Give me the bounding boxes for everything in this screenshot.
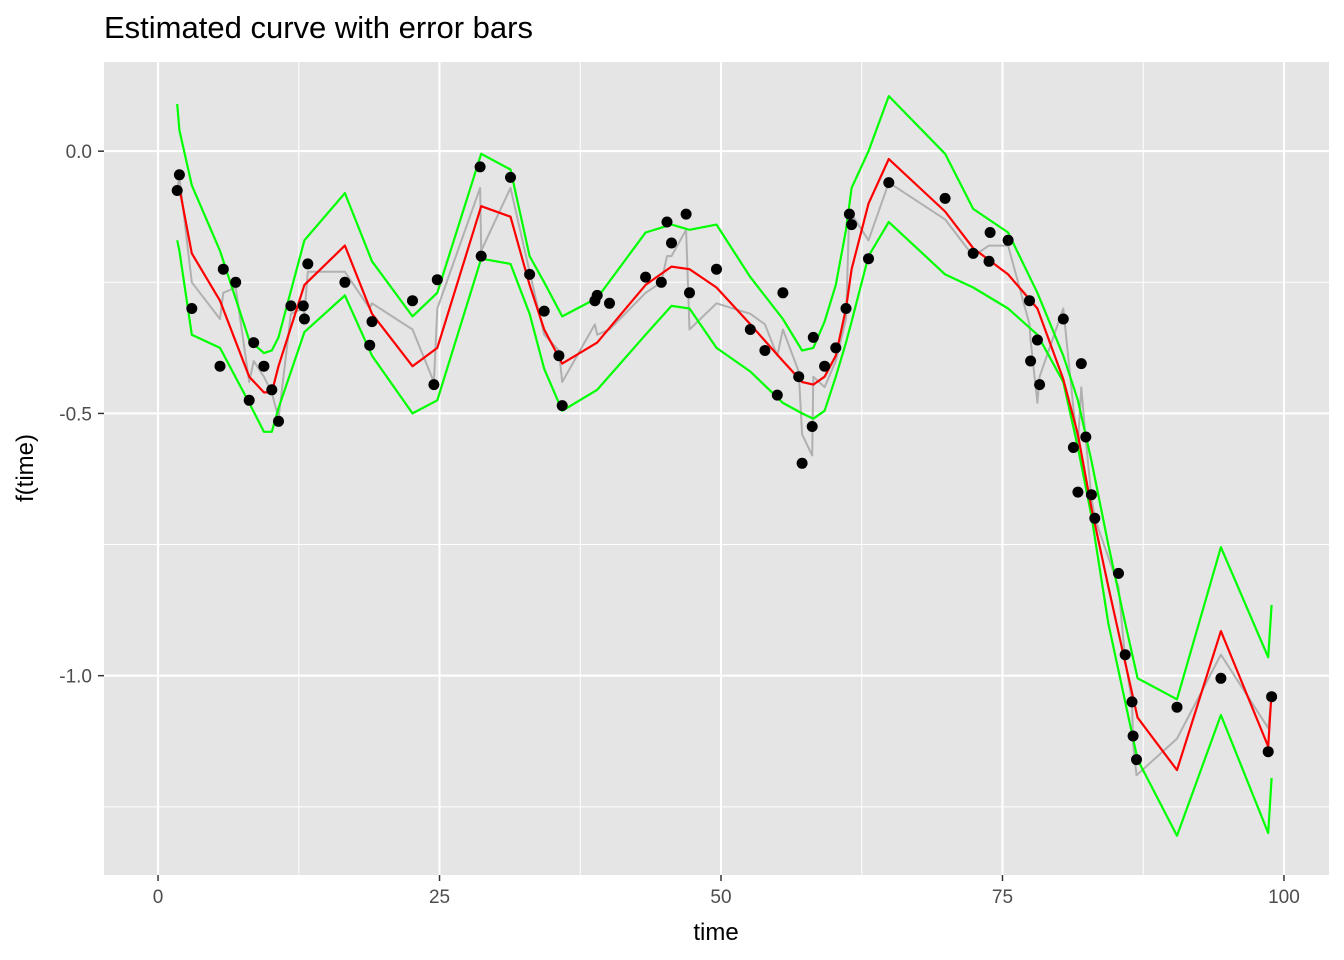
y-tick-label: -1.0 [59, 667, 92, 688]
data-point [1072, 486, 1084, 498]
data-point [407, 295, 418, 307]
data-point [1080, 431, 1092, 443]
data-point [843, 208, 855, 220]
data-point [1002, 234, 1014, 246]
data-point [339, 276, 351, 288]
data-point [428, 379, 440, 391]
minor-gridlines [104, 62, 1329, 875]
data-point [684, 287, 695, 299]
data-point [680, 208, 692, 220]
data-point [302, 258, 314, 270]
data-point [1215, 672, 1227, 684]
data-point [777, 287, 789, 299]
data-point [1089, 512, 1101, 524]
data-point [266, 384, 278, 396]
series-layer [171, 94, 1278, 837]
data-point [840, 303, 852, 314]
data-point [243, 394, 255, 406]
data-point [655, 276, 667, 288]
plot-panel [104, 62, 1329, 875]
data-point [666, 237, 677, 249]
data-point [939, 192, 951, 204]
x-tick-label: 100 [1268, 887, 1300, 908]
data-point [364, 339, 376, 351]
data-point [1171, 701, 1183, 713]
data-point [1127, 730, 1139, 742]
data-point [248, 337, 260, 349]
data-point [983, 255, 995, 267]
data-point [1266, 691, 1278, 703]
data-point [1057, 313, 1069, 325]
data-point [744, 324, 756, 335]
data-point [214, 360, 226, 372]
data-point [1119, 649, 1131, 661]
data-point [711, 263, 722, 275]
data-point [217, 263, 229, 275]
chart-title: Estimated curve with error bars [104, 10, 533, 45]
data-point [258, 360, 270, 372]
data-point [366, 316, 378, 328]
data-point [1262, 746, 1274, 758]
data-point [556, 400, 568, 412]
data-point [1024, 295, 1035, 307]
data-point [640, 271, 652, 283]
x-tick-label: 50 [710, 887, 731, 908]
data-point [553, 350, 565, 362]
data-point [967, 247, 979, 259]
data-point [285, 300, 297, 312]
data-point [273, 415, 284, 427]
x-axis-title: time [693, 919, 738, 946]
data-point [173, 169, 185, 181]
x-tick-label: 75 [992, 887, 1013, 908]
axes: 0 25 50 75 100 0.0 -0.5 -1.0 [59, 142, 1300, 908]
data-point [524, 268, 536, 280]
data-point [475, 250, 487, 262]
data-point [1075, 358, 1087, 370]
data-point [1034, 379, 1046, 391]
y-axis-title: f(time) [12, 434, 39, 502]
major-gridlines [104, 62, 1329, 875]
data-point [474, 161, 486, 173]
data-point [1025, 355, 1037, 367]
data-point [230, 276, 242, 288]
data-point [759, 345, 771, 356]
data-point [984, 227, 996, 238]
data-point [1031, 334, 1043, 346]
data-point [171, 185, 183, 196]
data-point [830, 342, 842, 354]
data-point [505, 171, 516, 183]
data-point [807, 331, 819, 343]
data-point [661, 216, 673, 228]
data-point [297, 300, 309, 312]
y-tick-label: 0.0 [66, 142, 92, 163]
data-point [604, 297, 615, 309]
data-point [1131, 754, 1142, 766]
data-point [796, 457, 808, 469]
data-point [806, 421, 818, 432]
data-point [883, 177, 895, 189]
y-tick-label: -0.5 [59, 404, 92, 425]
lower-error-band-line [176, 220, 1273, 837]
data-point [1126, 696, 1138, 708]
data-point [1113, 567, 1124, 579]
data-point [771, 389, 783, 401]
data-point [793, 371, 805, 383]
data-point [863, 253, 874, 265]
x-tick-label: 25 [429, 887, 450, 908]
data-point [591, 289, 603, 301]
data-point [1085, 489, 1097, 501]
data-point [846, 219, 858, 231]
x-tick-label: 0 [153, 887, 164, 908]
data-point [819, 360, 831, 372]
data-point [186, 303, 198, 314]
data-point [431, 274, 443, 286]
data-point [1067, 442, 1079, 453]
data-point [298, 313, 310, 325]
upper-error-band-line [176, 94, 1273, 701]
data-point [538, 305, 550, 317]
